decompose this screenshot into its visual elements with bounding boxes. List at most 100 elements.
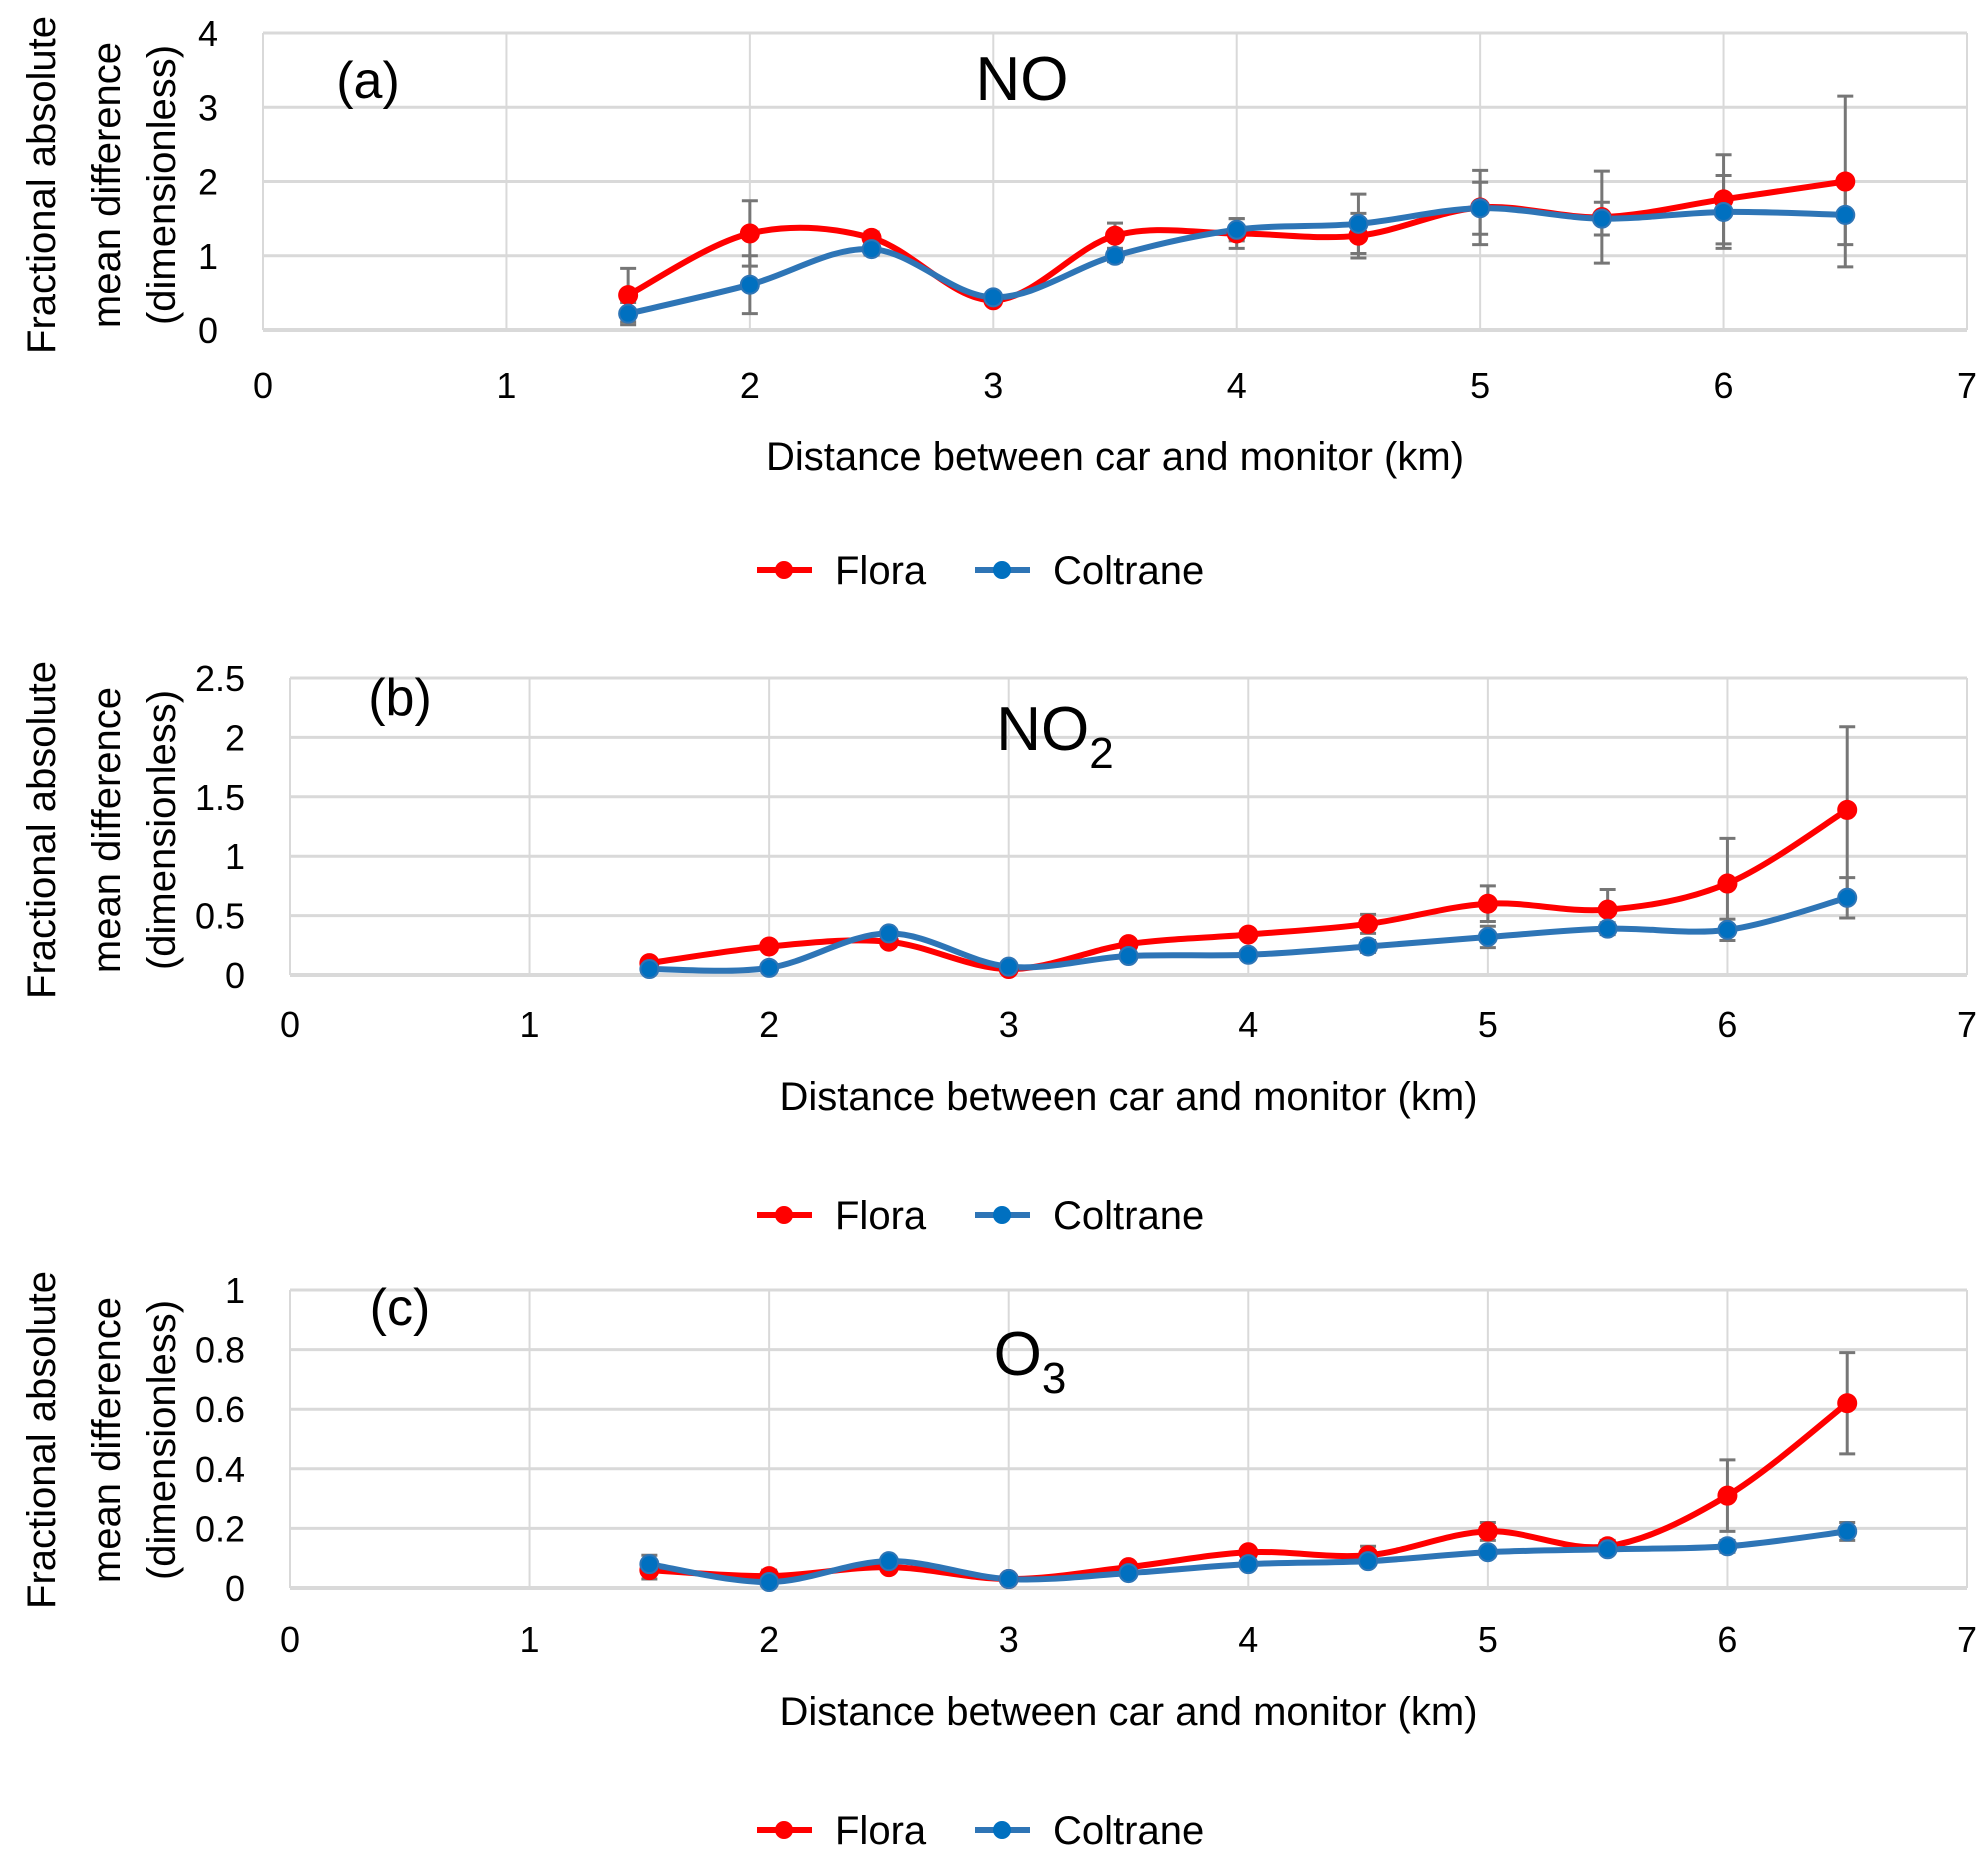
data-point-coltrane: [1597, 1539, 1618, 1560]
x-axis-label: Distance between car and monitor (km): [766, 435, 1464, 479]
data-point-coltrane: [639, 1554, 660, 1575]
y-axis-label: mean difference: [85, 687, 129, 973]
y-tick-label: 2.5: [195, 658, 245, 699]
x-tick-label: 1: [520, 1619, 540, 1660]
data-point-coltrane: [1358, 1551, 1379, 1572]
y-tick-label: 0.4: [195, 1449, 245, 1490]
panel-label: (a): [336, 52, 400, 110]
data-point-coltrane: [759, 1572, 780, 1593]
data-point-coltrane: [1238, 944, 1259, 965]
legend-coltrane-marker-icon: [993, 561, 1011, 579]
y-tick-label: 1: [225, 836, 245, 877]
data-point-flora: [1105, 225, 1125, 246]
data-point-coltrane: [1837, 887, 1858, 908]
x-tick-label: 2: [759, 1619, 779, 1660]
data-point-coltrane: [1835, 204, 1856, 225]
x-tick-label: 0: [253, 365, 273, 406]
y-axis-label: Fractional absolute: [20, 1271, 64, 1609]
data-point-coltrane: [878, 923, 899, 944]
legend-flora-marker-icon: [775, 1206, 793, 1224]
y-tick-label: 0.5: [195, 896, 245, 937]
y-tick-label: 0.6: [195, 1389, 245, 1430]
data-point-flora: [1597, 899, 1618, 920]
data-point-coltrane: [1226, 219, 1247, 240]
data-point-coltrane: [1238, 1554, 1259, 1575]
data-point-coltrane: [639, 959, 660, 980]
x-tick-label: 6: [1717, 1619, 1737, 1660]
data-point-coltrane: [1118, 945, 1139, 966]
y-axis-label: Fractional absolute: [20, 661, 64, 999]
data-point-coltrane: [759, 957, 780, 978]
data-point-coltrane: [1477, 1542, 1498, 1563]
chart-0: 0 1 2 3 4 0 1 2 3 4 5 6 7 Distance between car and mo…: [20, 13, 1977, 593]
x-tick-label: 4: [1238, 1619, 1258, 1660]
data-point-coltrane: [1118, 1563, 1139, 1584]
x-tick-label: 7: [1957, 1004, 1977, 1045]
x-tick-label: 4: [1238, 1004, 1258, 1045]
y-axis-label: (dimensionless): [140, 1300, 184, 1580]
x-axis-label: Distance between car and monitor (km): [779, 1690, 1477, 1734]
x-tick-label: 3: [999, 1619, 1019, 1660]
panel-label: (b): [368, 669, 432, 727]
x-axis-label: Distance between car and monitor (km): [779, 1075, 1477, 1119]
y-axis-label: mean difference: [85, 1297, 129, 1583]
legend-coltrane-label: Coltrane: [1053, 549, 1204, 593]
x-tick-label: 7: [1957, 1619, 1977, 1660]
legend-flora-marker-icon: [775, 561, 793, 579]
chart-title: O3: [994, 1320, 1067, 1403]
y-tick-label: 0.8: [195, 1330, 245, 1371]
x-tick-label: 5: [1478, 1004, 1498, 1045]
legend-flora-marker-icon: [775, 1821, 793, 1839]
y-tick-label: 4: [198, 13, 218, 54]
x-tick-label: 1: [520, 1004, 540, 1045]
chart-2: 0 0.2 0.4 0.6 0.8 1 0 1 2 3 4 5 6 7 Distance between c…: [20, 1270, 1977, 1853]
data-point-flora: [759, 936, 780, 957]
x-tick-label: 5: [1470, 365, 1490, 406]
y-tick-label: 0: [198, 310, 218, 351]
x-tick-label: 4: [1227, 365, 1247, 406]
x-tick-label: 2: [740, 365, 760, 406]
data-point-coltrane: [983, 287, 1004, 308]
x-tick-label: 2: [759, 1004, 779, 1045]
x-tick-label: 6: [1714, 365, 1734, 406]
data-point-coltrane: [1477, 926, 1498, 947]
legend-coltrane-marker-icon: [993, 1821, 1011, 1839]
y-tick-label: 1.5: [195, 777, 245, 818]
y-tick-label: 1: [198, 236, 218, 277]
chart-title-main: NO: [976, 45, 1069, 114]
legend-coltrane-label: Coltrane: [1053, 1809, 1204, 1853]
data-point-flora: [1477, 893, 1498, 914]
x-tick-label: 1: [496, 365, 516, 406]
x-tick-label: 6: [1717, 1004, 1737, 1045]
y-axis-label: mean difference: [85, 42, 129, 328]
data-point-coltrane: [1470, 198, 1491, 219]
legend-flora-label: Flora: [835, 549, 927, 593]
chart-title-subscript: 3: [1042, 1354, 1066, 1403]
data-point-coltrane: [1717, 1536, 1738, 1557]
data-point-coltrane: [1597, 918, 1618, 939]
legend-flora-label: Flora: [835, 1194, 927, 1238]
legend: Flora Coltrane: [757, 1809, 1204, 1853]
legend-flora-label: Flora: [835, 1809, 927, 1853]
data-point-flora: [1837, 799, 1858, 820]
y-tick-label: 0.2: [195, 1508, 245, 1549]
y-tick-label: 3: [198, 87, 218, 128]
data-point-flora: [1717, 873, 1738, 894]
y-axis-label: (dimensionless): [140, 690, 184, 970]
data-point-flora: [618, 285, 639, 306]
data-point-coltrane: [1837, 1521, 1858, 1542]
panel-label: (c): [370, 1279, 431, 1337]
data-point-coltrane: [1105, 245, 1125, 266]
data-point-flora: [1358, 913, 1379, 934]
data-point-coltrane: [1713, 201, 1734, 222]
y-tick-label: 1: [225, 1270, 245, 1311]
legend-coltrane-label: Coltrane: [1053, 1194, 1204, 1238]
chart-title-main: O: [994, 1320, 1042, 1389]
y-axis-label: Fractional absolute: [20, 16, 64, 354]
data-point-coltrane: [998, 1569, 1019, 1590]
x-tick-label: 3: [983, 365, 1003, 406]
chart-title-subscript: 2: [1089, 729, 1113, 778]
data-point-coltrane: [1591, 208, 1612, 229]
chart-title-main: NO: [996, 695, 1089, 764]
